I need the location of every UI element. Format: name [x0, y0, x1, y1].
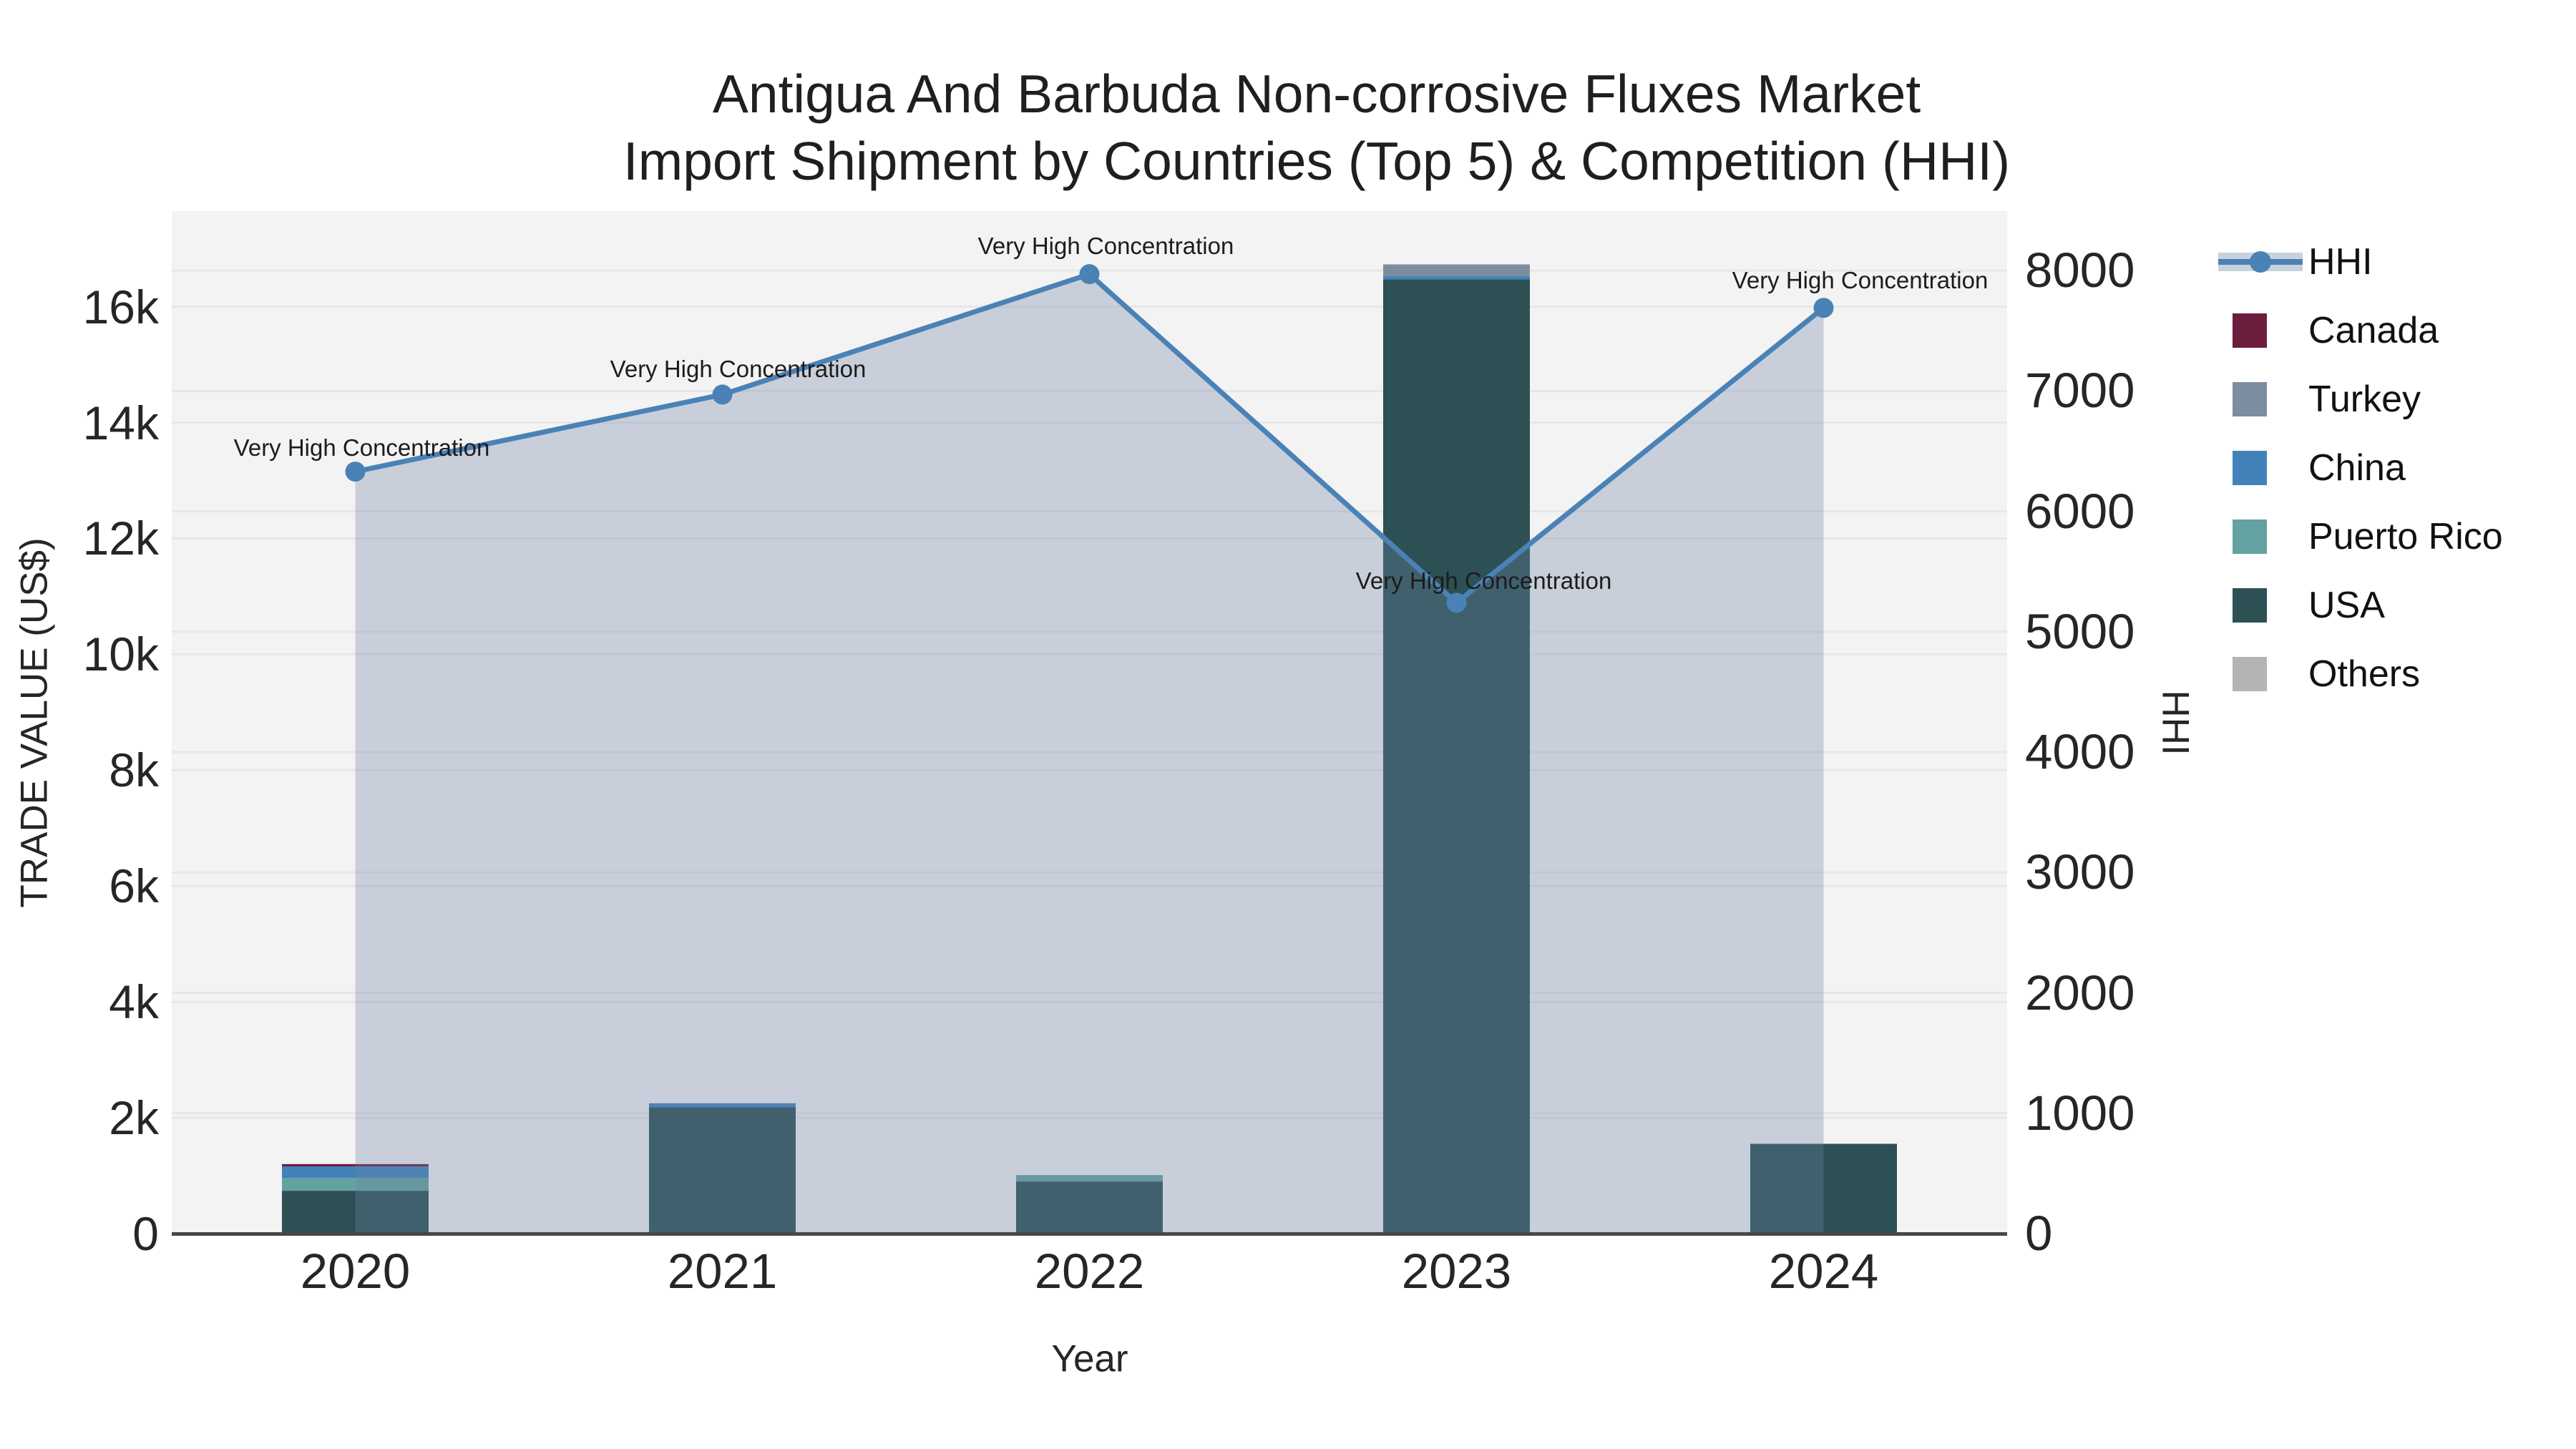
bar-segment-china-2020[interactable]	[282, 1166, 429, 1179]
puerto-rico-swatch	[2233, 519, 2267, 554]
hhi-marker-2022[interactable]	[1079, 264, 1100, 285]
legend-item-turkey[interactable]: Turkey	[2218, 365, 2421, 434]
bar-segment-usa-2024[interactable]	[1750, 1143, 1897, 1234]
legend-swatch-symbol	[2218, 309, 2308, 352]
hhi-marker-2024[interactable]	[1813, 298, 1834, 318]
bar-segment-usa-2023[interactable]	[1383, 279, 1530, 1234]
y-left-tick-4k: 4k	[109, 975, 159, 1029]
x-axis-title: Year	[1051, 1337, 1128, 1380]
turkey-swatch	[2233, 382, 2267, 416]
chart-title-line2: Import Shipment by Countries (Top 5) & C…	[623, 131, 2011, 191]
legend-label: China	[2308, 447, 2406, 489]
legend-item-china[interactable]: China	[2218, 434, 2406, 502]
y-right-tick-6000: 6000	[2025, 483, 2135, 539]
bar-segment-china-2021[interactable]	[649, 1103, 796, 1108]
y-left-tick-0: 0	[132, 1207, 159, 1260]
annotation-2022: Very High Concentration	[977, 233, 1234, 260]
bar-segment-usa-2021[interactable]	[649, 1107, 796, 1234]
y-left-tick-6k: 6k	[109, 859, 159, 913]
annotation-2021: Very High Concentration	[610, 356, 867, 383]
hhi-marker-2021[interactable]	[712, 384, 733, 405]
legend-label: Canada	[2308, 310, 2439, 351]
usa-swatch	[2233, 588, 2267, 623]
y-right-tick-8000: 8000	[2025, 243, 2135, 298]
annotation-2020: Very High Concentration	[233, 434, 490, 462]
x-tick-2022: 2022	[1034, 1244, 1145, 1299]
y-right-tick-1000: 1000	[2025, 1085, 2135, 1141]
bar-segment-puerto-rico-2020[interactable]	[282, 1178, 429, 1191]
legend-item-others[interactable]: Others	[2218, 640, 2420, 708]
x-tick-2024: 2024	[1768, 1244, 1879, 1299]
hhi-marker-swatch	[2250, 251, 2271, 273]
legend-swatch-symbol	[2218, 584, 2308, 627]
y-right-tick-5000: 5000	[2025, 603, 2135, 659]
y-left-tick-2k: 2k	[109, 1091, 159, 1145]
y-right-tick-4000: 4000	[2025, 724, 2135, 780]
legend-line-symbol	[2218, 240, 2308, 283]
legend-swatch-symbol	[2218, 378, 2308, 421]
y-right-tick-2000: 2000	[2025, 965, 2135, 1020]
legend-label: USA	[2308, 585, 2385, 626]
others-swatch	[2233, 657, 2267, 691]
bar-segment-puerto-rico-2022[interactable]	[1016, 1175, 1163, 1182]
bar-segment-china-2023[interactable]	[1383, 276, 1530, 280]
bar-segment-usa-2022[interactable]	[1016, 1181, 1163, 1234]
x-tick-2020: 2020	[300, 1244, 411, 1299]
legend-label: Turkey	[2308, 379, 2421, 420]
y-left-tick-12k: 12k	[82, 512, 159, 565]
y-left-tick-16k: 16k	[82, 280, 159, 333]
china-swatch	[2233, 451, 2267, 485]
plot-background	[172, 211, 2007, 1234]
bar-segment-canada-2020[interactable]	[282, 1163, 429, 1167]
legend-swatch-symbol	[2218, 447, 2308, 489]
y-right-tick-0: 0	[2025, 1206, 2053, 1261]
y-left-tick-8k: 8k	[109, 743, 159, 797]
y-left-tick-14k: 14k	[82, 396, 159, 449]
y-left-tick-10k: 10k	[82, 628, 159, 681]
y-right-tick-3000: 3000	[2025, 844, 2135, 900]
legend-item-hhi[interactable]: HHI	[2218, 228, 2373, 296]
legend-item-usa[interactable]: USA	[2218, 571, 2385, 640]
x-axis-line	[172, 1232, 2007, 1236]
bar-segment-turkey-2023[interactable]	[1383, 264, 1530, 277]
annotation-2024: Very High Concentration	[1732, 267, 1989, 294]
x-tick-2021: 2021	[667, 1244, 778, 1299]
annotation-2023: Very High Concentration	[1355, 567, 1612, 595]
hhi-marker-2023[interactable]	[1446, 592, 1467, 613]
legend-label: HHI	[2308, 241, 2373, 283]
legend-label: Others	[2308, 653, 2421, 695]
legend-item-canada[interactable]: Canada	[2218, 296, 2439, 365]
legend-item-puerto-rico[interactable]: Puerto Rico	[2218, 502, 2503, 571]
hhi-area-fill	[355, 274, 1824, 1234]
canada-swatch	[2233, 313, 2267, 348]
x-tick-2023: 2023	[1401, 1244, 1512, 1299]
bar-segment-usa-2020[interactable]	[282, 1191, 429, 1234]
y-right-axis-title: HHI	[2154, 690, 2197, 756]
legend-swatch-symbol	[2218, 653, 2308, 696]
y-left-axis-title: TRADE VALUE (US$)	[13, 537, 56, 908]
hhi-marker-2020[interactable]	[345, 462, 366, 482]
chart-title: Antigua And Barbuda Non-corrosive Fluxes…	[29, 60, 2576, 195]
legend-label: Puerto Rico	[2308, 516, 2503, 557]
y-right-tick-7000: 7000	[2025, 363, 2135, 419]
chart-title-line1: Antigua And Barbuda Non-corrosive Fluxes…	[712, 64, 1921, 124]
legend-swatch-symbol	[2218, 515, 2308, 558]
